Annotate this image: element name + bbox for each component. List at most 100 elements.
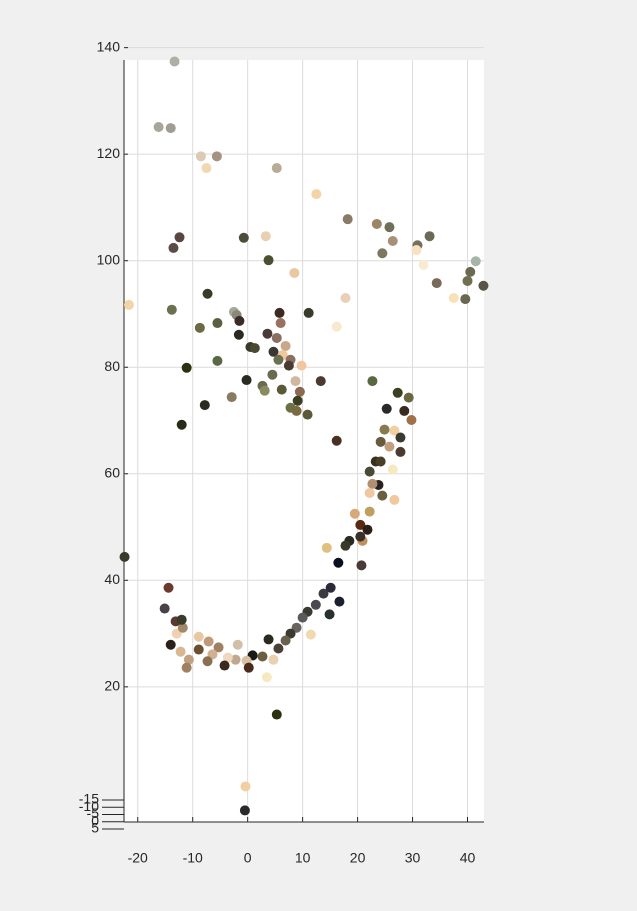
point xyxy=(159,603,170,614)
point xyxy=(302,409,313,420)
z-tick-label: 5 xyxy=(91,820,99,836)
point xyxy=(165,123,176,134)
point xyxy=(356,560,367,571)
point xyxy=(362,524,373,535)
point xyxy=(176,419,187,430)
z-tick-label: -15 xyxy=(79,791,99,807)
y-tick-label: 60 xyxy=(104,464,120,480)
point xyxy=(364,466,375,477)
point xyxy=(168,242,179,253)
point xyxy=(211,151,222,162)
point xyxy=(387,464,398,475)
point xyxy=(238,232,249,243)
point xyxy=(340,540,351,551)
point xyxy=(275,318,286,329)
point xyxy=(377,490,388,501)
point xyxy=(199,400,210,411)
point xyxy=(226,392,237,403)
point xyxy=(431,278,442,289)
y-tick-label: 80 xyxy=(104,358,120,374)
point xyxy=(389,494,400,505)
y-tick-label: 40 xyxy=(104,571,120,587)
point xyxy=(297,612,308,623)
point xyxy=(232,639,243,650)
point xyxy=(201,163,212,174)
point xyxy=(311,189,322,200)
point xyxy=(377,248,388,259)
x-tick-label: -20 xyxy=(128,850,148,866)
point xyxy=(212,318,223,329)
point xyxy=(384,222,395,233)
point xyxy=(259,385,270,396)
point xyxy=(364,487,375,498)
x-tick-label: -10 xyxy=(183,850,203,866)
point xyxy=(222,652,233,663)
point xyxy=(119,551,130,562)
point xyxy=(384,441,395,452)
point xyxy=(331,321,342,332)
point xyxy=(283,360,294,371)
point xyxy=(355,519,366,530)
point xyxy=(267,369,278,380)
z-tick-label: -10 xyxy=(79,798,99,814)
point xyxy=(163,582,174,593)
point xyxy=(367,376,378,387)
z-tick-label: 0 xyxy=(91,812,99,828)
point xyxy=(268,346,279,357)
point xyxy=(342,214,353,225)
point xyxy=(403,392,414,403)
point xyxy=(249,343,260,354)
x-tick-label: 10 xyxy=(295,850,311,866)
point xyxy=(381,403,392,414)
x-tick-label: 30 xyxy=(405,850,421,866)
point xyxy=(331,435,342,446)
point xyxy=(294,386,305,397)
point xyxy=(333,557,344,568)
point xyxy=(470,256,481,267)
point xyxy=(349,508,360,519)
point xyxy=(395,446,406,457)
point xyxy=(367,478,378,489)
point xyxy=(268,654,279,665)
y-tick-label: 140 xyxy=(97,38,121,54)
point xyxy=(364,506,375,517)
point xyxy=(406,414,417,425)
point xyxy=(289,267,300,278)
point xyxy=(261,672,272,683)
point xyxy=(123,299,134,310)
y-tick-label: 120 xyxy=(97,145,121,161)
x-tick-label: 20 xyxy=(350,850,366,866)
point xyxy=(271,709,282,720)
x-tick-label: 0 xyxy=(244,850,252,866)
point xyxy=(379,424,390,435)
point xyxy=(169,56,180,67)
x-tick-label: 40 xyxy=(460,850,476,866)
y-tick-label: 20 xyxy=(104,678,120,694)
point xyxy=(274,307,285,318)
point xyxy=(271,332,282,343)
point xyxy=(305,629,316,640)
point xyxy=(260,231,271,242)
point xyxy=(387,236,398,247)
z-tick-label: -5 xyxy=(87,805,100,821)
point xyxy=(233,329,244,340)
point xyxy=(239,805,250,816)
point xyxy=(389,425,400,436)
point xyxy=(219,660,230,671)
point xyxy=(212,355,223,366)
point xyxy=(202,656,213,667)
point xyxy=(166,304,177,315)
point xyxy=(234,315,245,326)
point xyxy=(310,599,321,610)
point xyxy=(280,635,291,646)
point xyxy=(181,362,192,373)
point xyxy=(240,781,251,792)
point xyxy=(460,294,471,305)
point xyxy=(290,376,301,387)
point xyxy=(153,122,164,133)
point xyxy=(315,376,326,387)
point xyxy=(321,542,332,553)
point xyxy=(325,582,336,593)
point xyxy=(355,531,366,542)
point xyxy=(324,609,335,620)
